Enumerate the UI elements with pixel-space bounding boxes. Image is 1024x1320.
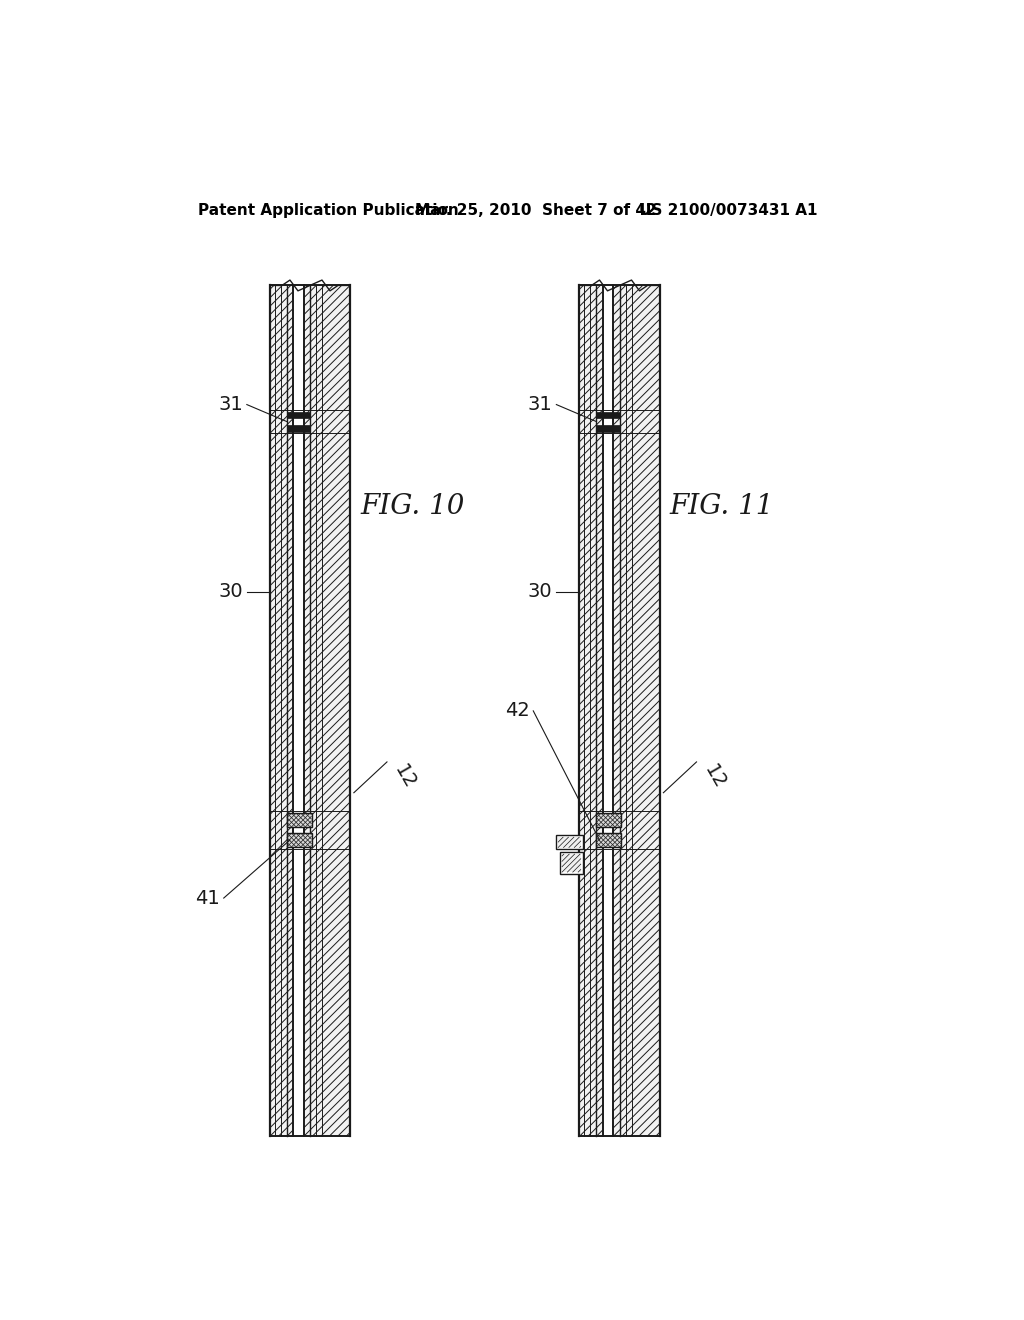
- Text: Mar. 25, 2010  Sheet 7 of 42: Mar. 25, 2010 Sheet 7 of 42: [416, 203, 657, 218]
- Text: 31: 31: [218, 395, 243, 414]
- Bar: [596, 813, 621, 826]
- Text: Patent Application Publication: Patent Application Publication: [199, 203, 459, 218]
- Bar: [596, 425, 620, 432]
- Text: 12: 12: [391, 762, 420, 793]
- Text: 30: 30: [528, 582, 553, 601]
- Bar: [560, 853, 583, 874]
- Bar: [287, 412, 310, 417]
- Text: FIG. 11: FIG. 11: [670, 494, 774, 520]
- Bar: [287, 425, 310, 432]
- Bar: [613, 285, 659, 1137]
- Bar: [270, 285, 350, 1137]
- Bar: [558, 837, 581, 847]
- Text: US 2100/0073431 A1: US 2100/0073431 A1: [639, 203, 817, 218]
- Text: 12: 12: [700, 762, 729, 793]
- Text: FIG. 10: FIG. 10: [360, 494, 465, 520]
- Bar: [287, 833, 311, 847]
- Text: 31: 31: [527, 395, 553, 414]
- Bar: [580, 285, 659, 1137]
- Bar: [596, 833, 621, 847]
- Bar: [556, 836, 583, 849]
- Text: 42: 42: [505, 701, 529, 721]
- Bar: [562, 854, 581, 873]
- Bar: [270, 285, 293, 1137]
- Bar: [580, 285, 602, 1137]
- Bar: [287, 813, 311, 826]
- Text: 30: 30: [218, 582, 243, 601]
- Text: 41: 41: [196, 888, 220, 908]
- Bar: [596, 412, 620, 417]
- Bar: [304, 285, 350, 1137]
